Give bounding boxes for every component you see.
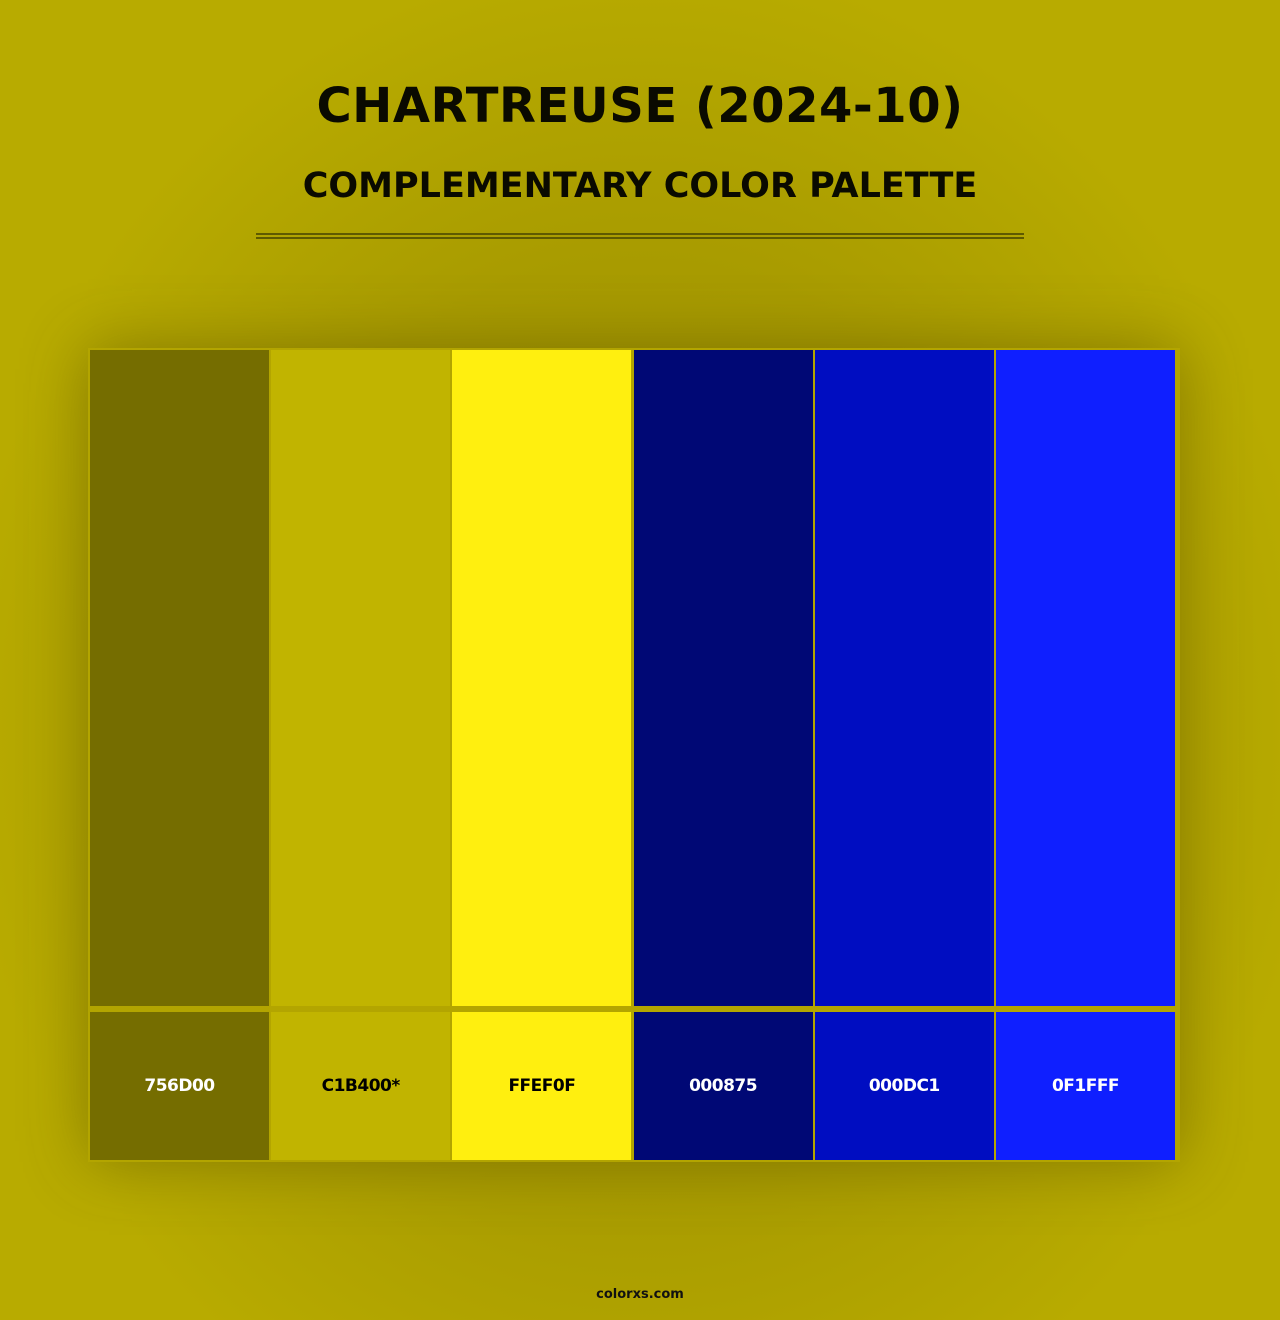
color-swatch[interactable] <box>633 350 813 1006</box>
color-hex-label[interactable]: 000DC1 <box>814 1012 994 1160</box>
color-swatch[interactable] <box>452 350 632 1006</box>
color-swatch[interactable] <box>814 350 994 1006</box>
page-title: CHARTREUSE (2024-10) <box>316 78 964 134</box>
color-hex-label[interactable]: C1B400* <box>271 1012 451 1160</box>
color-palette: 756D00 C1B400* FFEF0F 000875 000DC1 0F1FFF <box>88 348 1180 1162</box>
color-hex-label[interactable]: 0F1FFF <box>996 1012 1175 1160</box>
color-swatch[interactable] <box>90 350 269 1006</box>
page-subtitle: COMPLEMENTARY COLOR PALETTE <box>302 166 978 206</box>
divider <box>256 237 1024 239</box>
color-hex-label[interactable]: 000875 <box>633 1012 813 1160</box>
color-hex-label[interactable]: FFEF0F <box>452 1012 632 1160</box>
color-swatch[interactable] <box>996 350 1175 1006</box>
divider <box>256 233 1024 235</box>
color-swatch[interactable] <box>271 350 451 1006</box>
color-hex-label[interactable]: 756D00 <box>90 1012 269 1160</box>
footer-site[interactable]: colorxs.com <box>596 1287 684 1302</box>
